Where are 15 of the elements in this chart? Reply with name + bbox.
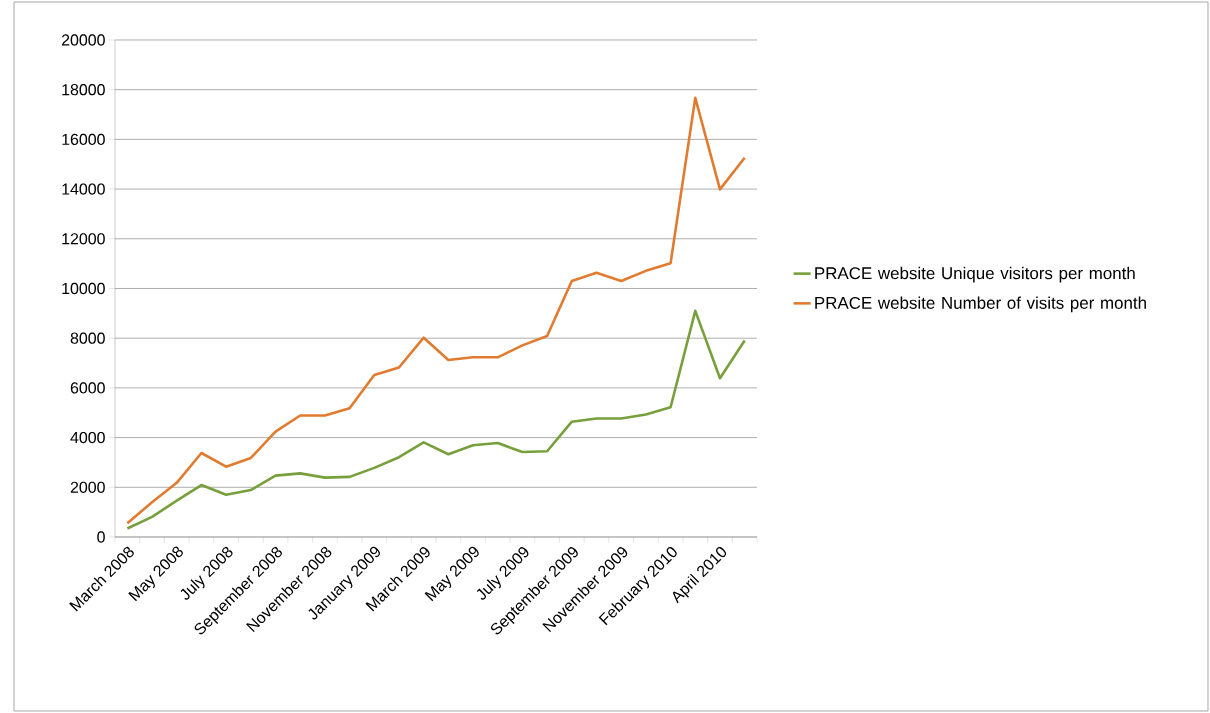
line-series [126,309,746,530]
y-tick-label: 12000 [62,233,105,245]
legend-label: PRACE website Unique visitors per month [815,266,1135,283]
y-tick-label: 2000 [70,481,105,493]
y-tick-label: 16000 [62,133,105,146]
line-series [126,96,746,525]
y-tick-label: 20000 [61,34,105,46]
y-tick-label: 10000 [62,282,105,295]
y-tick-label: 4000 [70,431,105,444]
y-tick-label: 6000 [70,382,105,394]
y-tick-label: 18000 [62,84,105,96]
y-tick-label: 14000 [62,183,105,195]
y-tick-label: 8000 [70,332,105,344]
legend-label: PRACE website Number of visits per month [815,296,1146,313]
y-tick-label: 0 [97,531,105,543]
